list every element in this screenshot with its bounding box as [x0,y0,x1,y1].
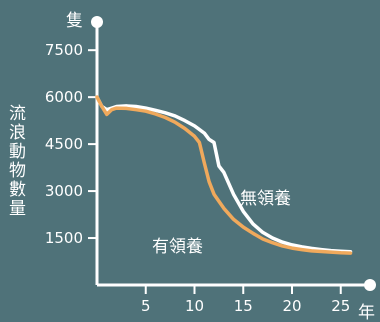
y-tick-label: 1500 [45,229,83,247]
x-tick-label: 10 [185,297,204,315]
y-tick-label: 7500 [45,41,83,59]
series-lines [95,95,353,255]
y-unit-label: 隻 [66,11,83,31]
axes [91,16,376,291]
x-tick-label: 25 [331,297,350,315]
series-line-0 [95,95,353,254]
y-ticks: 1500 3000 4500 6000 7500 [45,41,97,247]
series-label-no-adoption: 無領養 [240,189,291,209]
y-tick-label: 6000 [45,88,83,106]
x-tick-label: 15 [234,297,253,315]
x-axis-end-dot [364,279,376,291]
y-axis-end-dot [91,16,103,28]
y-tick-label: 4500 [45,135,83,153]
series-line-1 [95,95,353,255]
x-ticks: 5 10 15 20 25 [141,285,350,315]
x-tick-label: 20 [282,297,301,315]
series-label-adoption: 有領養 [152,237,203,257]
y-axis-title: 流浪動物數量 [5,104,26,218]
y-tick-label: 3000 [45,182,83,200]
x-tick-label: 5 [141,297,151,315]
x-unit-label: 年 [358,303,375,322]
